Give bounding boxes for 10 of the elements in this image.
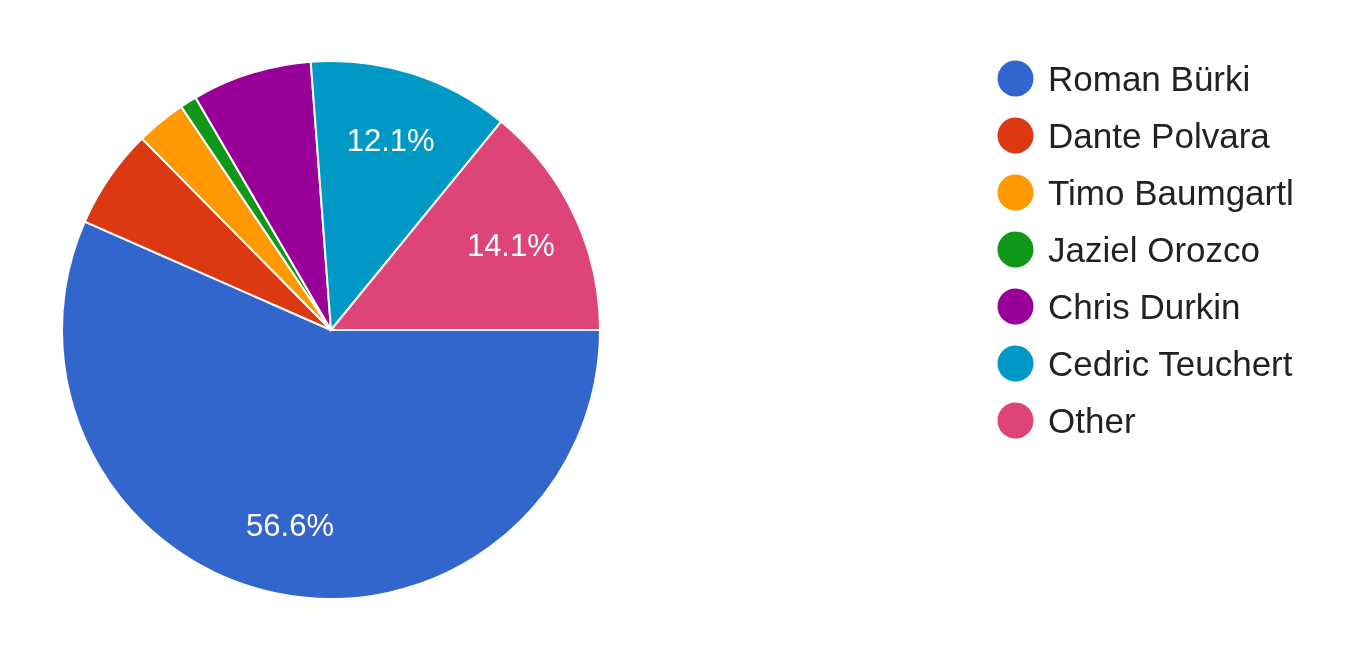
data-label: 56.6% bbox=[246, 507, 334, 543]
data-label: 12.1% bbox=[346, 122, 435, 158]
legend-label: Chris Durkin bbox=[1048, 286, 1241, 327]
legend-label: Cedric Teuchert bbox=[1048, 343, 1293, 384]
legend-label: Timo Baumgartl bbox=[1048, 172, 1294, 213]
legend-label: Jaziel Orozco bbox=[1048, 229, 1261, 270]
legend-label: Other bbox=[1048, 400, 1136, 441]
legend-label: Dante Polvara bbox=[1048, 115, 1270, 156]
legend-label: Roman Bürki bbox=[1048, 58, 1251, 99]
data-label: 14.1% bbox=[466, 227, 555, 263]
